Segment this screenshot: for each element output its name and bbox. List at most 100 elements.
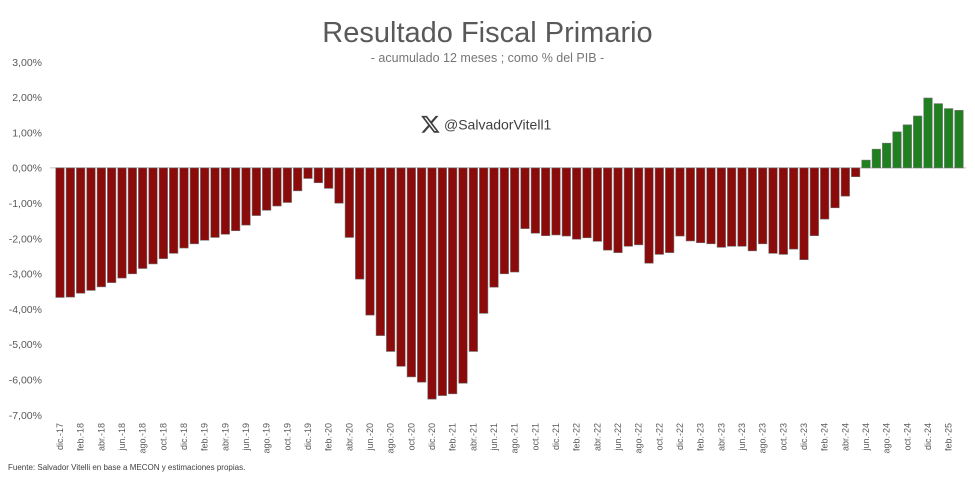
- y-tick-label: -5,00%: [9, 339, 42, 351]
- bar: [65, 167, 75, 298]
- bar: [55, 167, 65, 298]
- bar: [820, 167, 830, 220]
- bar: [200, 167, 210, 241]
- bar: [355, 167, 365, 280]
- bar: [944, 108, 954, 169]
- bar: [644, 167, 654, 264]
- x-tick-label: feb.-22: [572, 423, 582, 451]
- bar: [634, 167, 644, 246]
- bar: [530, 167, 540, 234]
- x-tick-label: jun.-21: [489, 423, 499, 452]
- source-note: Fuente: Salvador Vitelli en base a MECON…: [8, 463, 245, 472]
- y-tick-label: 2,00%: [12, 92, 42, 104]
- bar: [685, 167, 695, 242]
- x-tick-label: oct.-24: [902, 423, 912, 451]
- bar: [737, 167, 747, 247]
- x-tick-label: dic.-22: [675, 423, 685, 450]
- x-tick-label: feb.-18: [76, 423, 86, 451]
- bar: [561, 167, 571, 237]
- bar: [169, 167, 179, 254]
- x-tick-label: jun.-19: [241, 423, 251, 452]
- x-tick-label: jun.-24: [861, 423, 871, 452]
- bar: [303, 167, 313, 179]
- bar: [892, 131, 902, 169]
- bar: [437, 167, 447, 396]
- y-tick-label: -2,00%: [9, 233, 42, 245]
- bar: [375, 167, 385, 336]
- bar: [262, 167, 272, 211]
- bar: [923, 97, 933, 169]
- bar: [696, 167, 706, 244]
- x-tick-label: ago.-19: [262, 423, 272, 454]
- bar: [716, 167, 726, 248]
- bar: [86, 167, 96, 291]
- watermark: @SalvadorVitell1: [421, 115, 552, 133]
- bar: [427, 167, 437, 400]
- bar: [572, 167, 582, 240]
- y-tick-label: -3,00%: [9, 269, 42, 281]
- x-tick-label: ago.-18: [138, 423, 148, 454]
- bar: [76, 167, 86, 294]
- x-tick-label: jun.-18: [117, 423, 127, 452]
- x-logo-icon: [421, 115, 440, 133]
- x-tick-label: oct.-23: [778, 423, 788, 451]
- x-tick-label: dic.-17: [55, 423, 65, 450]
- bar: [158, 167, 168, 259]
- x-tick-label: abr.-22: [592, 423, 602, 451]
- bar: [541, 167, 551, 236]
- bar: [365, 167, 375, 316]
- bar: [313, 167, 323, 184]
- bar: [727, 167, 737, 247]
- bar: [913, 115, 923, 169]
- y-tick-label: -1,00%: [9, 198, 42, 210]
- bar: [241, 167, 251, 226]
- x-tick-label: feb.-23: [696, 423, 706, 451]
- bar: [396, 167, 406, 367]
- bar: [344, 167, 354, 238]
- bar: [210, 167, 220, 238]
- bar: [251, 167, 261, 216]
- x-tick-label: oct.-18: [158, 423, 168, 451]
- bar: [933, 103, 943, 169]
- bar: [489, 167, 499, 288]
- bar: [406, 167, 416, 378]
- bar: [851, 167, 861, 178]
- x-tick-label: dic.-24: [923, 423, 933, 450]
- bar: [324, 167, 334, 189]
- watermark-handle: @SalvadorVitell1: [444, 117, 552, 133]
- bar: [468, 167, 478, 352]
- bar: [654, 167, 664, 255]
- x-tick-label: feb.-21: [448, 423, 458, 451]
- x-tick-label: abr.-20: [344, 423, 354, 451]
- x-tick-label: abr.-18: [96, 423, 106, 451]
- x-tick-label: ago.-22: [634, 423, 644, 454]
- bar: [582, 167, 592, 239]
- x-tick-label: abr.-24: [840, 423, 850, 451]
- chart-subtitle: - acumulado 12 meses ; como % del PIB -: [371, 51, 604, 65]
- y-tick-label: 1,00%: [12, 127, 42, 139]
- bar: [231, 167, 241, 232]
- x-tick-label: abr.-21: [468, 423, 478, 451]
- x-tick-label: feb.-20: [324, 423, 334, 451]
- bar: [96, 167, 106, 288]
- bar: [840, 167, 850, 197]
- bar: [448, 167, 458, 395]
- x-axis: dic.-17 feb.-18 abr.-18 jun.-18 ago.-18 oct.-…: [55, 423, 954, 454]
- bar: [592, 167, 602, 242]
- y-axis: 3,00% 2,00% 1,00% 0,00% -1,00% -2,00% -3,00% -4…: [9, 57, 42, 422]
- x-tick-label: jun.-20: [365, 423, 375, 452]
- bar: [902, 124, 912, 169]
- x-tick-label: feb.-24: [820, 423, 830, 451]
- bar: [417, 167, 427, 383]
- bar: [789, 167, 799, 250]
- bar: [871, 148, 881, 169]
- x-tick-label: oct.-22: [654, 423, 664, 451]
- x-tick-label: ago.-23: [758, 423, 768, 454]
- bar: [830, 167, 840, 209]
- bar: [603, 167, 613, 251]
- x-tick-label: feb.-19: [200, 423, 210, 451]
- bar: [768, 167, 778, 254]
- x-tick-label: ago.-21: [510, 423, 520, 454]
- x-tick-label: ago.-20: [386, 423, 396, 454]
